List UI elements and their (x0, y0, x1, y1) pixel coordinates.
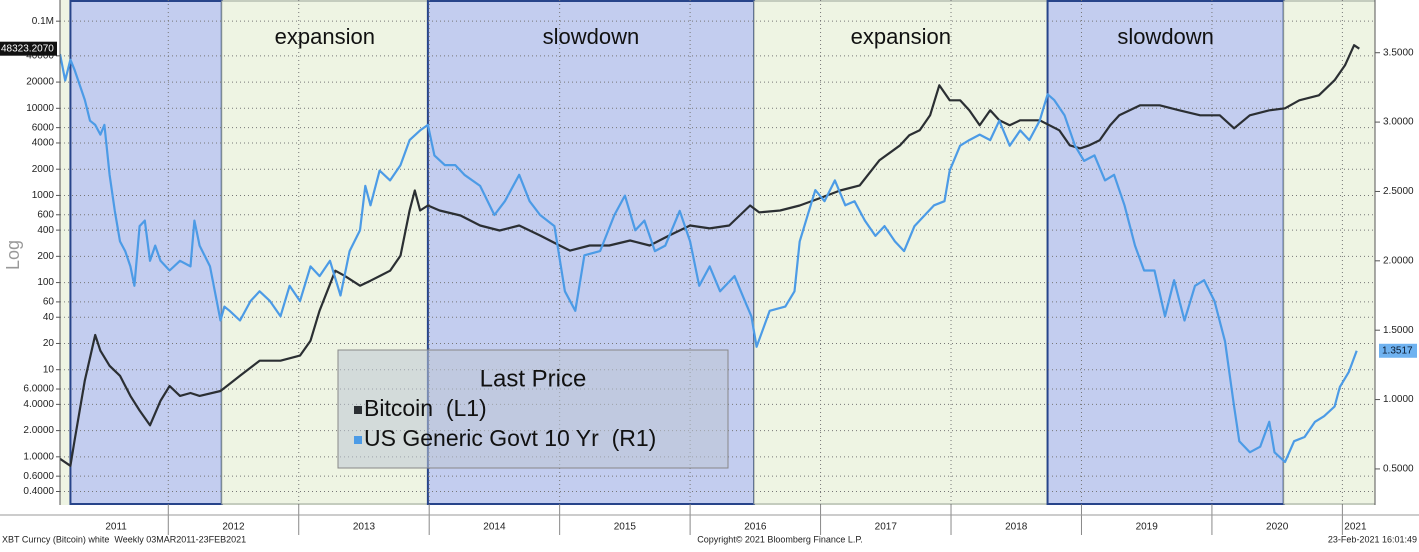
legend-label: US Generic Govt 10 Yr (R1) (364, 425, 656, 451)
legend-label: Bitcoin (L1) (364, 395, 487, 421)
y-tick-label: 10000 (26, 103, 54, 114)
y-tick-label: 4.0000 (23, 399, 54, 410)
y-tick-label: 600 (37, 209, 54, 220)
y2-tick-label: 3.0000 (1383, 117, 1414, 128)
footnote: 23-Feb-2021 16:01:49 (1328, 534, 1417, 544)
last-value-box (1379, 343, 1417, 358)
y-tick-label: 100 (37, 277, 54, 288)
y-tick-label: 40 (43, 312, 55, 323)
y-tick-label: 400 (37, 225, 54, 236)
y2-tick-label: 2.5000 (1383, 186, 1414, 197)
y2-tick-label: 0.5000 (1383, 464, 1414, 475)
y-tick-label: 60 (43, 297, 55, 308)
phase-region (1283, 0, 1376, 505)
y-tick-label: 40000 (26, 50, 54, 61)
y-tick-label: 2000 (32, 164, 55, 175)
x-tick-label: 2015 (614, 522, 637, 533)
phase-label: expansion (275, 24, 375, 49)
phase-region (753, 0, 1049, 505)
footnote: Copyright© 2021 Bloomberg Finance L.P. (697, 534, 863, 544)
phase-label: expansion (851, 24, 951, 49)
x-tick-label: 2014 (483, 522, 506, 533)
y2-tick-label: 1.5000 (1383, 325, 1414, 336)
y-tick-label: 200 (37, 251, 54, 262)
y2-tick-label: 3.5000 (1383, 47, 1414, 58)
y-tick-label: 20000 (26, 77, 54, 88)
y-tick-label: 1.0000 (23, 451, 54, 462)
y-tick-label: 6.0000 (23, 384, 54, 395)
last-value-box (0, 41, 57, 56)
phase-region (69, 0, 223, 505)
x-tick-label: 2018 (1005, 522, 1028, 533)
x-tick-label: 2021 (1344, 522, 1367, 533)
x-tick-label: 2011 (105, 522, 127, 533)
phase-label: slowdown (543, 24, 640, 49)
y-tick-label: 0.1M (32, 16, 54, 27)
legend-swatch (354, 436, 362, 444)
footnote: XBT Curncy (Bitcoin) white Weekly 03MAR2… (2, 534, 246, 544)
legend-title: Last Price (480, 365, 587, 392)
y2-tick-label: 2.0000 (1383, 255, 1414, 266)
y2-tick-label: 1.0000 (1383, 394, 1414, 405)
y-tick-label: 2.0000 (23, 425, 54, 436)
phase-region (1046, 0, 1285, 505)
y-axis-label: Log (3, 240, 23, 270)
y-tick-label: 0.6000 (23, 471, 54, 482)
phase-label: slowdown (1117, 24, 1214, 49)
x-tick-label: 2012 (222, 522, 245, 533)
y-tick-label: 6000 (32, 122, 55, 133)
x-tick-label: 2017 (875, 522, 898, 533)
last-value-label: 1.3517 (1382, 345, 1413, 356)
y-tick-label: 0.4000 (23, 486, 54, 497)
y-tick-label: 20 (43, 338, 55, 349)
last-value-label: 48323.2070 (1, 43, 54, 54)
x-tick-label: 2019 (1136, 522, 1159, 533)
series-line (60, 53, 1358, 464)
x-tick-label: 2020 (1266, 522, 1289, 533)
y-tick-label: 10 (43, 364, 55, 375)
series-line (60, 44, 1360, 467)
x-tick-label: 2016 (744, 522, 767, 533)
x-tick-label: 2013 (353, 522, 376, 533)
y-tick-label: 4000 (32, 138, 55, 149)
legend-swatch (354, 406, 362, 414)
legend-box (337, 349, 729, 469)
y-tick-label: 1000 (32, 190, 55, 201)
series-layer (60, 44, 1360, 467)
